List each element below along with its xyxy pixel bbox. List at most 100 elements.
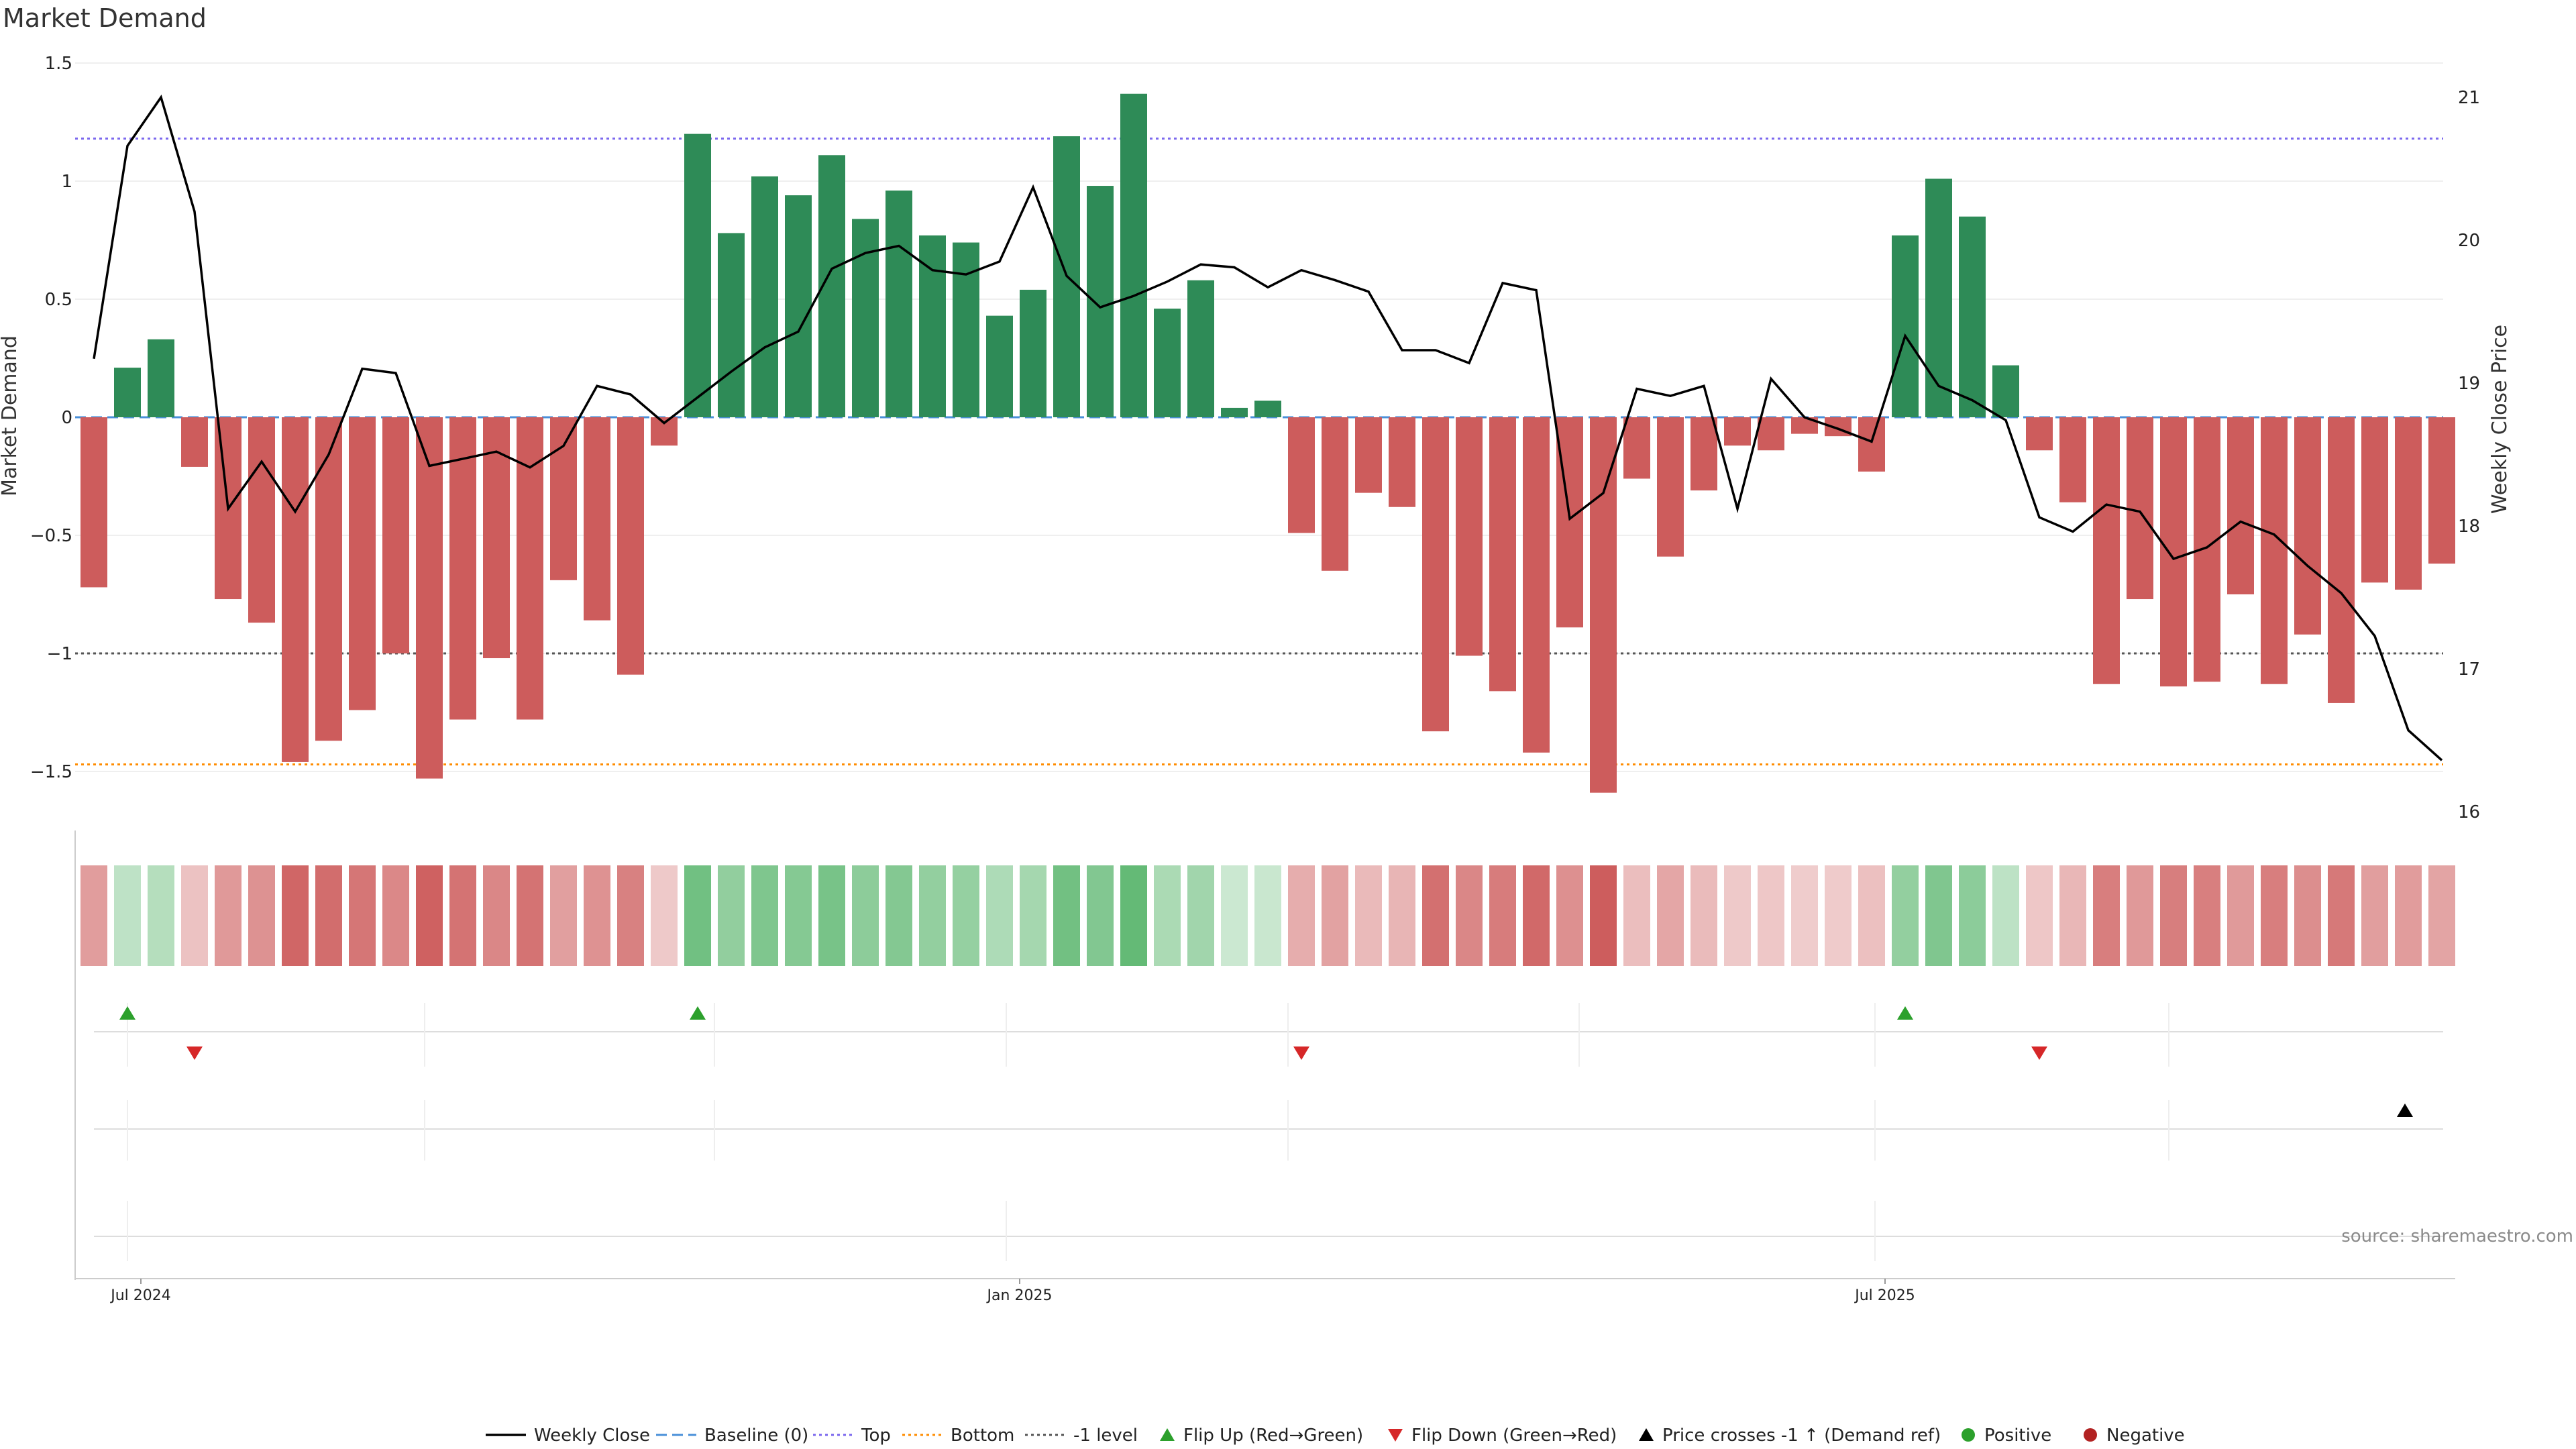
heat-cell [1724, 865, 1751, 966]
demand-bar [2261, 417, 2288, 684]
heat-cell [617, 865, 644, 966]
chart-title: Market Demand [3, 3, 207, 33]
flip-down-marker [2031, 1046, 2047, 1060]
demand-bar [617, 417, 644, 675]
heat-cell [684, 865, 711, 966]
heat-cell [114, 865, 141, 966]
demand-bar [2361, 417, 2388, 583]
heat-cell [2328, 865, 2355, 966]
heat-cell [382, 865, 409, 966]
heat-cell [1959, 865, 1986, 966]
flip-up-marker [1897, 1006, 1913, 1020]
demand-bar [148, 339, 174, 417]
legend-swatch [2084, 1428, 2097, 1442]
right-tick-label: 20 [2458, 231, 2480, 251]
heat-cell [315, 865, 342, 966]
heat-cell [1523, 865, 1550, 966]
demand-bar [584, 417, 610, 621]
heat-cell [1992, 865, 2019, 966]
demand-bar [852, 219, 879, 417]
left-tick-label: 1 [61, 172, 72, 192]
heat-cell [1825, 865, 1851, 966]
demand-bar [282, 417, 309, 762]
heat-cell [550, 865, 577, 966]
heat-cell [1758, 865, 1784, 966]
flip-down-marker [1293, 1046, 1309, 1060]
demand-bar [349, 417, 376, 710]
demand-bar [718, 233, 745, 417]
heat-cell [1355, 865, 1382, 966]
demand-bar [1690, 417, 1717, 491]
legend-label: Bottom [951, 1426, 1014, 1446]
flip-down-marker [186, 1046, 203, 1060]
demand-bar [1523, 417, 1550, 753]
demand-bar [80, 417, 107, 588]
legend-swatch [1160, 1428, 1175, 1441]
heat-cell [584, 865, 610, 966]
right-tick-label: 17 [2458, 659, 2480, 680]
left-axis-label: Market Demand [0, 335, 21, 496]
demand-bar [885, 191, 912, 417]
demand-bar [684, 133, 711, 417]
demand-bar [2059, 417, 2086, 502]
demand-bar [986, 315, 1013, 417]
heat-cell [2261, 865, 2288, 966]
heat-cell [1590, 865, 1617, 966]
heat-cell [2395, 865, 2422, 966]
legend-label: Flip Up (Red→Green) [1183, 1426, 1363, 1446]
demand-bar [449, 417, 476, 720]
heat-cell [1221, 865, 1248, 966]
legend-swatch [1639, 1428, 1654, 1441]
left-tick-label: −1 [47, 644, 72, 664]
right-tick-label: 16 [2458, 802, 2480, 822]
flip-up-marker [690, 1006, 706, 1020]
weekly-close-line [93, 94, 2443, 761]
heat-cell [1254, 865, 1281, 966]
legend-swatch [1388, 1429, 1403, 1442]
heat-cell [2361, 865, 2388, 966]
heat-cell [282, 865, 309, 966]
legend-label: Weekly Close [534, 1426, 650, 1446]
demand-bar [248, 417, 275, 623]
legend-label: Positive [1984, 1426, 2051, 1446]
heat-cell [1892, 865, 1919, 966]
demand-bar [1992, 365, 2019, 417]
heat-cell [1623, 865, 1650, 966]
demand-bar [1925, 178, 1952, 417]
heat-cell [2294, 865, 2321, 966]
heat-cell [2160, 865, 2187, 966]
demand-bar [2093, 417, 2120, 684]
heat-cell [517, 865, 543, 966]
legend-swatch [1962, 1428, 1975, 1442]
x-tick-label: Jul 2024 [109, 1287, 171, 1304]
demand-bar [181, 417, 208, 467]
left-tick-label: 0.5 [45, 290, 72, 310]
legend-label: Negative [2106, 1426, 2185, 1446]
demand-bar [1087, 186, 1114, 417]
heat-cell [248, 865, 275, 966]
left-tick-label: −1.5 [30, 762, 72, 782]
heat-cell [1925, 865, 1952, 966]
demand-bar [1288, 417, 1315, 533]
demand-bar [114, 368, 141, 417]
legend-label: Top [861, 1426, 891, 1446]
right-axis-label: Weekly Close Price [2488, 325, 2512, 514]
heat-cell [1087, 865, 1114, 966]
demand-bar [483, 417, 510, 659]
demand-bar [1892, 235, 1919, 417]
heat-cell [181, 865, 208, 966]
x-tick-label: Jul 2025 [1854, 1287, 1915, 1304]
heat-cell [80, 865, 107, 966]
heat-cell [2059, 865, 2086, 966]
demand-bar [2026, 417, 2053, 451]
legend-label: Baseline (0) [704, 1426, 808, 1446]
demand-bar [1322, 417, 1348, 571]
demand-bar [2294, 417, 2321, 635]
demand-bar [2227, 417, 2254, 594]
demand-bars [80, 93, 2455, 793]
heat-cell [919, 865, 946, 966]
heat-cell [1020, 865, 1046, 966]
heat-cell [2127, 865, 2153, 966]
demand-bar [1758, 417, 1784, 451]
